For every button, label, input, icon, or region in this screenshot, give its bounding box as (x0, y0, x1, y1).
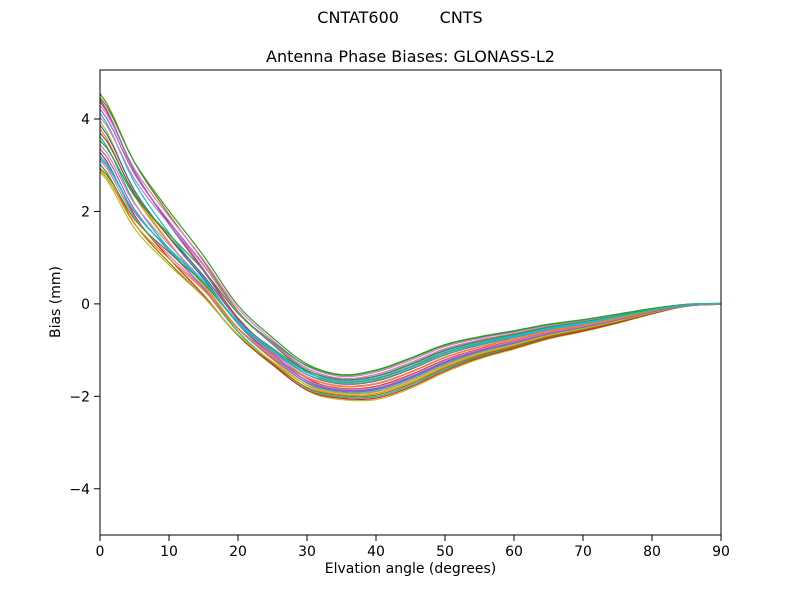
x-tick-label: 30 (298, 544, 316, 560)
series-line (99, 140, 722, 376)
x-tick-label: 70 (574, 544, 592, 560)
series-line (99, 169, 722, 388)
axes-title: Antenna Phase Biases: GLONASS-L2 (266, 47, 555, 66)
axes-spines (99, 69, 722, 536)
x-tick-label: 50 (436, 544, 454, 560)
series-line (99, 160, 722, 390)
y-axis-label: Bias (mm) (48, 265, 64, 339)
x-tick-label: 40 (367, 544, 385, 560)
x-tick-label: 0 (96, 544, 105, 560)
series-line (99, 97, 722, 376)
y-tick-label: 2 (81, 204, 90, 220)
y-tick-label: −2 (69, 389, 90, 405)
series-line (99, 101, 722, 390)
axes-layer (94, 69, 722, 541)
tick-labels-layer: 0 10 20 30 40 50 60 70 80 90 −4 −2 0 2 4 (69, 112, 730, 560)
curves-layer (99, 93, 722, 402)
series-line (99, 93, 722, 383)
figure-suptitle: CNTAT600 CNTS (317, 8, 483, 27)
x-tick-label: 10 (160, 544, 178, 560)
x-axis-label: Elvation angle (degrees) (324, 561, 497, 577)
x-tick-label: 80 (643, 544, 661, 560)
y-tick-label: −4 (69, 482, 90, 498)
x-tick-label: 60 (505, 544, 523, 560)
series-line (99, 108, 722, 382)
series-line (99, 105, 722, 378)
x-tick-label: 90 (712, 544, 730, 560)
series-line (99, 128, 722, 396)
x-tick-label: 20 (229, 544, 247, 560)
y-tick-label: 4 (81, 112, 90, 128)
series-line (99, 167, 722, 381)
series-line (99, 152, 722, 400)
series-line (99, 99, 722, 392)
series-line (99, 171, 722, 395)
series-line (99, 157, 722, 383)
y-tick-label: 0 (81, 297, 90, 313)
